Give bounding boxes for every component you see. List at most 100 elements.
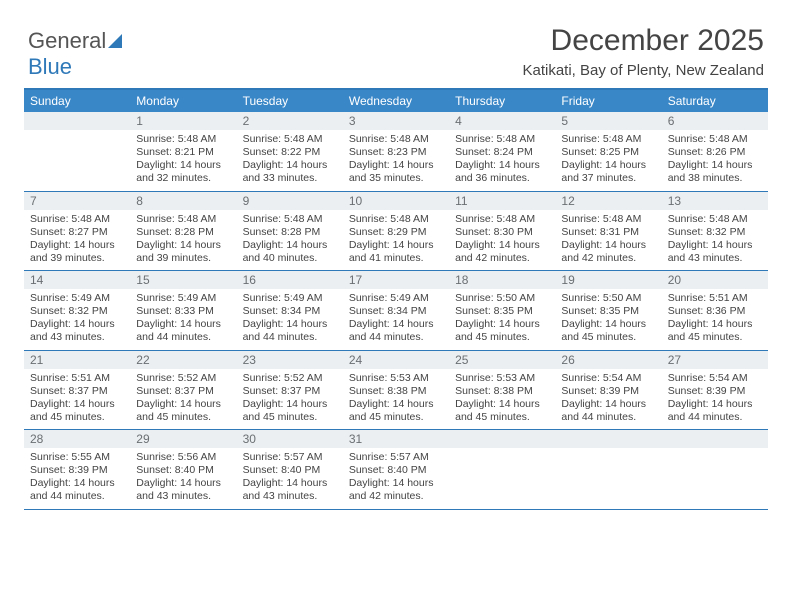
dow-label: Tuesday [237, 90, 343, 112]
day-number: 12 [555, 192, 661, 210]
day-number [449, 430, 555, 448]
calendar-day: 30Sunrise: 5:57 AMSunset: 8:40 PMDayligh… [237, 430, 343, 509]
calendar-day: 25Sunrise: 5:53 AMSunset: 8:38 PMDayligh… [449, 351, 555, 430]
day-details: Sunrise: 5:48 AMSunset: 8:25 PMDaylight:… [555, 130, 661, 191]
day-details: Sunrise: 5:51 AMSunset: 8:37 PMDaylight:… [24, 369, 130, 430]
day-details: Sunrise: 5:48 AMSunset: 8:31 PMDaylight:… [555, 210, 661, 271]
day-number [662, 430, 768, 448]
calendar-week: 14Sunrise: 5:49 AMSunset: 8:32 PMDayligh… [24, 271, 768, 351]
calendar-day: 29Sunrise: 5:56 AMSunset: 8:40 PMDayligh… [130, 430, 236, 509]
calendar-week: 1Sunrise: 5:48 AMSunset: 8:21 PMDaylight… [24, 112, 768, 192]
calendar-day: 4Sunrise: 5:48 AMSunset: 8:24 PMDaylight… [449, 112, 555, 191]
calendar-day: 17Sunrise: 5:49 AMSunset: 8:34 PMDayligh… [343, 271, 449, 350]
day-number: 18 [449, 271, 555, 289]
day-details: Sunrise: 5:57 AMSunset: 8:40 PMDaylight:… [343, 448, 449, 509]
dow-label: Friday [555, 90, 661, 112]
day-details: Sunrise: 5:48 AMSunset: 8:26 PMDaylight:… [662, 130, 768, 191]
day-details: Sunrise: 5:49 AMSunset: 8:33 PMDaylight:… [130, 289, 236, 350]
day-number: 14 [24, 271, 130, 289]
day-of-week-header: SundayMondayTuesdayWednesdayThursdayFrid… [24, 90, 768, 112]
day-number: 8 [130, 192, 236, 210]
day-number: 22 [130, 351, 236, 369]
day-number: 24 [343, 351, 449, 369]
calendar-day: 9Sunrise: 5:48 AMSunset: 8:28 PMDaylight… [237, 192, 343, 271]
calendar-day: 27Sunrise: 5:54 AMSunset: 8:39 PMDayligh… [662, 351, 768, 430]
day-number: 10 [343, 192, 449, 210]
day-details: Sunrise: 5:51 AMSunset: 8:36 PMDaylight:… [662, 289, 768, 350]
day-number: 17 [343, 271, 449, 289]
day-details: Sunrise: 5:48 AMSunset: 8:30 PMDaylight:… [449, 210, 555, 271]
calendar-day [449, 430, 555, 509]
day-number: 5 [555, 112, 661, 130]
day-details: Sunrise: 5:50 AMSunset: 8:35 PMDaylight:… [555, 289, 661, 350]
calendar-day: 7Sunrise: 5:48 AMSunset: 8:27 PMDaylight… [24, 192, 130, 271]
day-number: 6 [662, 112, 768, 130]
calendar-day: 14Sunrise: 5:49 AMSunset: 8:32 PMDayligh… [24, 271, 130, 350]
sail-icon [108, 34, 126, 50]
calendar-day: 21Sunrise: 5:51 AMSunset: 8:37 PMDayligh… [24, 351, 130, 430]
day-details: Sunrise: 5:48 AMSunset: 8:28 PMDaylight:… [237, 210, 343, 271]
calendar-day: 13Sunrise: 5:48 AMSunset: 8:32 PMDayligh… [662, 192, 768, 271]
day-details: Sunrise: 5:57 AMSunset: 8:40 PMDaylight:… [237, 448, 343, 509]
calendar-day: 19Sunrise: 5:50 AMSunset: 8:35 PMDayligh… [555, 271, 661, 350]
day-number: 23 [237, 351, 343, 369]
brand-word1: General [28, 28, 106, 53]
day-number: 21 [24, 351, 130, 369]
calendar-day: 5Sunrise: 5:48 AMSunset: 8:25 PMDaylight… [555, 112, 661, 191]
calendar-day: 26Sunrise: 5:54 AMSunset: 8:39 PMDayligh… [555, 351, 661, 430]
day-number: 11 [449, 192, 555, 210]
day-details: Sunrise: 5:48 AMSunset: 8:22 PMDaylight:… [237, 130, 343, 191]
day-number: 26 [555, 351, 661, 369]
day-details: Sunrise: 5:48 AMSunset: 8:29 PMDaylight:… [343, 210, 449, 271]
dow-label: Monday [130, 90, 236, 112]
calendar-day: 28Sunrise: 5:55 AMSunset: 8:39 PMDayligh… [24, 430, 130, 509]
calendar-day: 6Sunrise: 5:48 AMSunset: 8:26 PMDaylight… [662, 112, 768, 191]
calendar-day: 15Sunrise: 5:49 AMSunset: 8:33 PMDayligh… [130, 271, 236, 350]
calendar-week: 21Sunrise: 5:51 AMSunset: 8:37 PMDayligh… [24, 351, 768, 431]
day-number: 3 [343, 112, 449, 130]
day-details: Sunrise: 5:55 AMSunset: 8:39 PMDaylight:… [24, 448, 130, 509]
day-details: Sunrise: 5:48 AMSunset: 8:24 PMDaylight:… [449, 130, 555, 191]
calendar-day: 1Sunrise: 5:48 AMSunset: 8:21 PMDaylight… [130, 112, 236, 191]
day-details: Sunrise: 5:50 AMSunset: 8:35 PMDaylight:… [449, 289, 555, 350]
calendar-day: 2Sunrise: 5:48 AMSunset: 8:22 PMDaylight… [237, 112, 343, 191]
calendar-day: 3Sunrise: 5:48 AMSunset: 8:23 PMDaylight… [343, 112, 449, 191]
calendar-day [24, 112, 130, 191]
day-number: 31 [343, 430, 449, 448]
calendar-day [662, 430, 768, 509]
brand-logo: General Blue [28, 28, 126, 80]
calendar-week: 28Sunrise: 5:55 AMSunset: 8:39 PMDayligh… [24, 430, 768, 510]
calendar-day [555, 430, 661, 509]
day-number: 20 [662, 271, 768, 289]
calendar-day: 31Sunrise: 5:57 AMSunset: 8:40 PMDayligh… [343, 430, 449, 509]
day-number [555, 430, 661, 448]
day-number: 13 [662, 192, 768, 210]
brand-word2: Blue [28, 54, 72, 79]
day-details: Sunrise: 5:56 AMSunset: 8:40 PMDaylight:… [130, 448, 236, 509]
day-number: 15 [130, 271, 236, 289]
page-title: December 2025 [551, 24, 764, 58]
day-details: Sunrise: 5:53 AMSunset: 8:38 PMDaylight:… [449, 369, 555, 430]
day-number: 29 [130, 430, 236, 448]
calendar-day: 8Sunrise: 5:48 AMSunset: 8:28 PMDaylight… [130, 192, 236, 271]
calendar-day: 10Sunrise: 5:48 AMSunset: 8:29 PMDayligh… [343, 192, 449, 271]
day-details: Sunrise: 5:48 AMSunset: 8:23 PMDaylight:… [343, 130, 449, 191]
day-number: 4 [449, 112, 555, 130]
day-details: Sunrise: 5:52 AMSunset: 8:37 PMDaylight:… [237, 369, 343, 430]
page-subtitle: Katikati, Bay of Plenty, New Zealand [522, 62, 764, 79]
day-details: Sunrise: 5:54 AMSunset: 8:39 PMDaylight:… [662, 369, 768, 430]
calendar-week: 7Sunrise: 5:48 AMSunset: 8:27 PMDaylight… [24, 192, 768, 272]
calendar-grid: SundayMondayTuesdayWednesdayThursdayFrid… [24, 88, 768, 510]
day-details: Sunrise: 5:53 AMSunset: 8:38 PMDaylight:… [343, 369, 449, 430]
day-details: Sunrise: 5:48 AMSunset: 8:21 PMDaylight:… [130, 130, 236, 191]
calendar-day: 22Sunrise: 5:52 AMSunset: 8:37 PMDayligh… [130, 351, 236, 430]
dow-label: Wednesday [343, 90, 449, 112]
day-details: Sunrise: 5:48 AMSunset: 8:32 PMDaylight:… [662, 210, 768, 271]
calendar-day: 18Sunrise: 5:50 AMSunset: 8:35 PMDayligh… [449, 271, 555, 350]
day-details: Sunrise: 5:52 AMSunset: 8:37 PMDaylight:… [130, 369, 236, 430]
calendar-day: 12Sunrise: 5:48 AMSunset: 8:31 PMDayligh… [555, 192, 661, 271]
day-number: 25 [449, 351, 555, 369]
day-details: Sunrise: 5:54 AMSunset: 8:39 PMDaylight:… [555, 369, 661, 430]
day-details: Sunrise: 5:48 AMSunset: 8:27 PMDaylight:… [24, 210, 130, 271]
day-number: 28 [24, 430, 130, 448]
